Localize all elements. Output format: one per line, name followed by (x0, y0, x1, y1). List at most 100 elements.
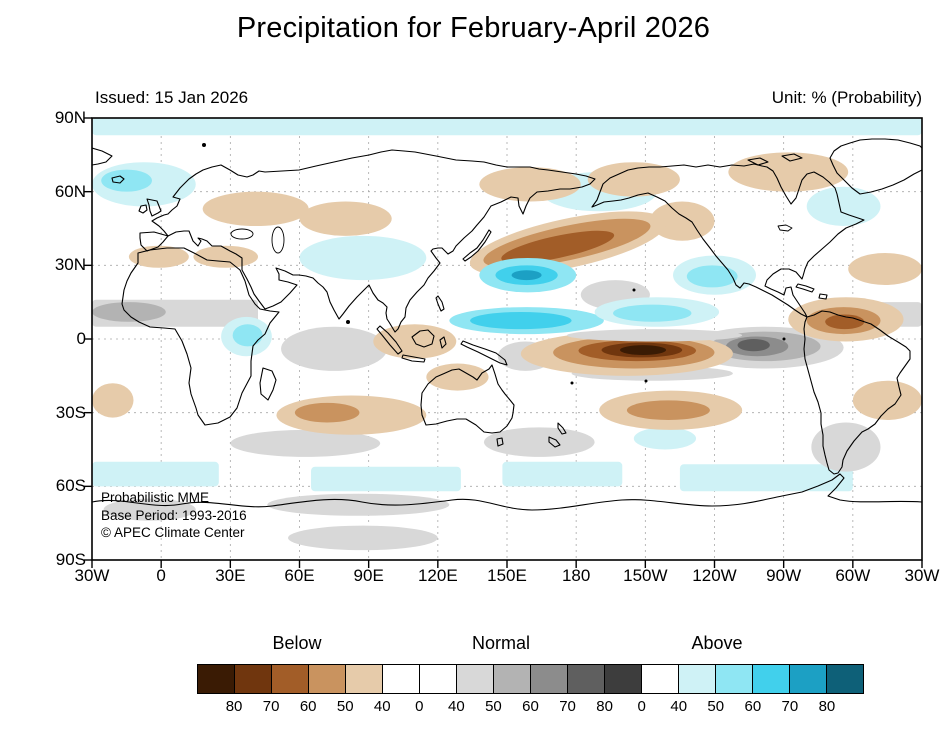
legend-cell-a80 (826, 664, 864, 694)
model-label: Probabilistic MME (101, 490, 210, 505)
lon-tick-label: 120E (417, 566, 458, 585)
lon-tick-label: 60E (284, 566, 315, 585)
unit-label: Unit: % (Probability) (771, 88, 922, 107)
caspian-sea (271, 226, 285, 254)
legend-tick-label: 50 (707, 698, 725, 715)
legend-tick-label: 0 (415, 698, 424, 715)
lon-tick-label: 150W (623, 566, 668, 585)
region-antarctic-interior-normal (287, 525, 438, 551)
legend-cell-n60 (530, 664, 568, 694)
region-east-africa-above-core (232, 324, 263, 347)
svalbard-island-dot (202, 143, 206, 147)
region-central-asia-below (299, 201, 392, 236)
region-us-west-coast-below (649, 201, 715, 241)
region-southern-ocean-pacific-above (502, 461, 623, 487)
axis-tick-marks (84, 117, 923, 568)
legend-cell-n40 (456, 664, 494, 694)
philippines-coast (435, 295, 445, 312)
region-northwest-pacific-above-peak (511, 270, 542, 281)
new-zealand-north-coast (557, 422, 567, 435)
region-antarctic-coast-normal-1 (267, 493, 450, 516)
region-atlantic-itcz-normal-core (92, 302, 166, 322)
region-greenland-sea-above (101, 169, 152, 192)
legend-cell-white (641, 664, 679, 694)
region-southern-ocean-indian-above (311, 466, 461, 492)
region-tasman-normal (483, 427, 595, 457)
legend-tick-label: 40 (670, 698, 688, 715)
legend-cell-a60 (752, 664, 790, 694)
legend-tick-label: 40 (448, 698, 465, 715)
sumatra-coast (376, 325, 403, 355)
legend-tick-label: 80 (225, 698, 243, 715)
lat-tick-label: 30S (55, 402, 86, 422)
region-south-pacific-midlat-above (633, 427, 697, 450)
legend-cell-b40 (345, 664, 383, 694)
lon-tick-label: 0 (156, 566, 166, 585)
legend-colorbar (197, 664, 864, 694)
legend-tick-label: 0 (637, 698, 646, 715)
region-alaska-below (587, 162, 680, 197)
region-south-indian-below-core (294, 402, 360, 423)
lat-tick-label: 90S (55, 550, 86, 569)
japan-coast (462, 229, 492, 262)
region-northeast-canada-below (728, 152, 849, 192)
legend-tick-label: 70 (781, 698, 799, 715)
region-north-pacific-below-core (501, 230, 615, 264)
coastlines (92, 138, 922, 511)
region-central-pacific-itcz-above-core (613, 304, 692, 322)
sri-lanka-island-dot (346, 320, 350, 324)
region-east-canada-above (806, 186, 881, 227)
legend-cell-a70 (789, 664, 827, 694)
lat-tick-label: 30N (54, 255, 86, 275)
antarctica-coast (92, 473, 922, 511)
region-north-australia-below (426, 363, 489, 391)
eurasia-coast (151, 149, 596, 333)
legend-cell-b70 (234, 664, 272, 694)
legend-tick-label: 50 (485, 698, 502, 715)
lat-tick-label: 60S (55, 476, 86, 496)
lon-tick-label: 150E (487, 566, 527, 585)
iceland-coast (111, 175, 125, 184)
legend-tick-label: 70 (262, 698, 280, 715)
region-east-pacific-normal-peak (737, 339, 770, 352)
legend-tick-label: 80 (596, 698, 613, 715)
legend-cell-white (382, 664, 420, 694)
java-coast (401, 354, 426, 363)
legend-cell-n50 (493, 664, 531, 694)
region-southern-southamerica-normal (811, 422, 881, 472)
region-north-atlantic-subtrop-below (848, 253, 922, 285)
galapagos-island-dot (782, 337, 786, 341)
region-central-pacific-below-80 (619, 345, 667, 355)
issued-label: Issued: 15 Jan 2026 (95, 88, 249, 107)
region-equator-north-flank-normal (566, 329, 743, 342)
lon-tick-label: 60W (835, 566, 871, 585)
arctic-island-coast (747, 157, 769, 166)
region-south-indian-midlat-normal (230, 429, 381, 457)
region-south-atlantic-below-east (852, 380, 922, 421)
map-annotation: Probabilistic MME Base Period: 1993-2016… (101, 489, 247, 542)
greenland-coast (829, 138, 922, 195)
probability-regions (92, 118, 922, 551)
fiji-island-dot (570, 381, 574, 385)
lon-tick-label: 90W (766, 566, 802, 585)
africa-coast (121, 247, 280, 426)
lon-tick-label: 30W (74, 566, 110, 585)
madagascar-coast (259, 367, 277, 401)
black-sea (230, 228, 254, 240)
lat-tick-label: 60N (54, 181, 86, 201)
legend-cell-b60 (271, 664, 309, 694)
lon-tick-label: 30E (215, 566, 246, 585)
base-period-label: Base Period: 1993-2016 (101, 507, 247, 523)
legend-cell-n80 (604, 664, 642, 694)
region-east-europe-below (202, 191, 309, 227)
legend-cell-a50 (715, 664, 753, 694)
region-antarctic-coast-normal-2 (103, 498, 196, 521)
ireland-coast (138, 204, 148, 214)
australia-coast (420, 364, 515, 434)
legend-cell-n70 (567, 664, 605, 694)
iberia-coast (139, 231, 169, 252)
legend-tick-label: 50 (336, 698, 354, 715)
region-southern-ocean-eastpacific-above (679, 464, 853, 492)
region-south-central-asia-above (299, 235, 427, 281)
north-america-coast (591, 163, 865, 318)
